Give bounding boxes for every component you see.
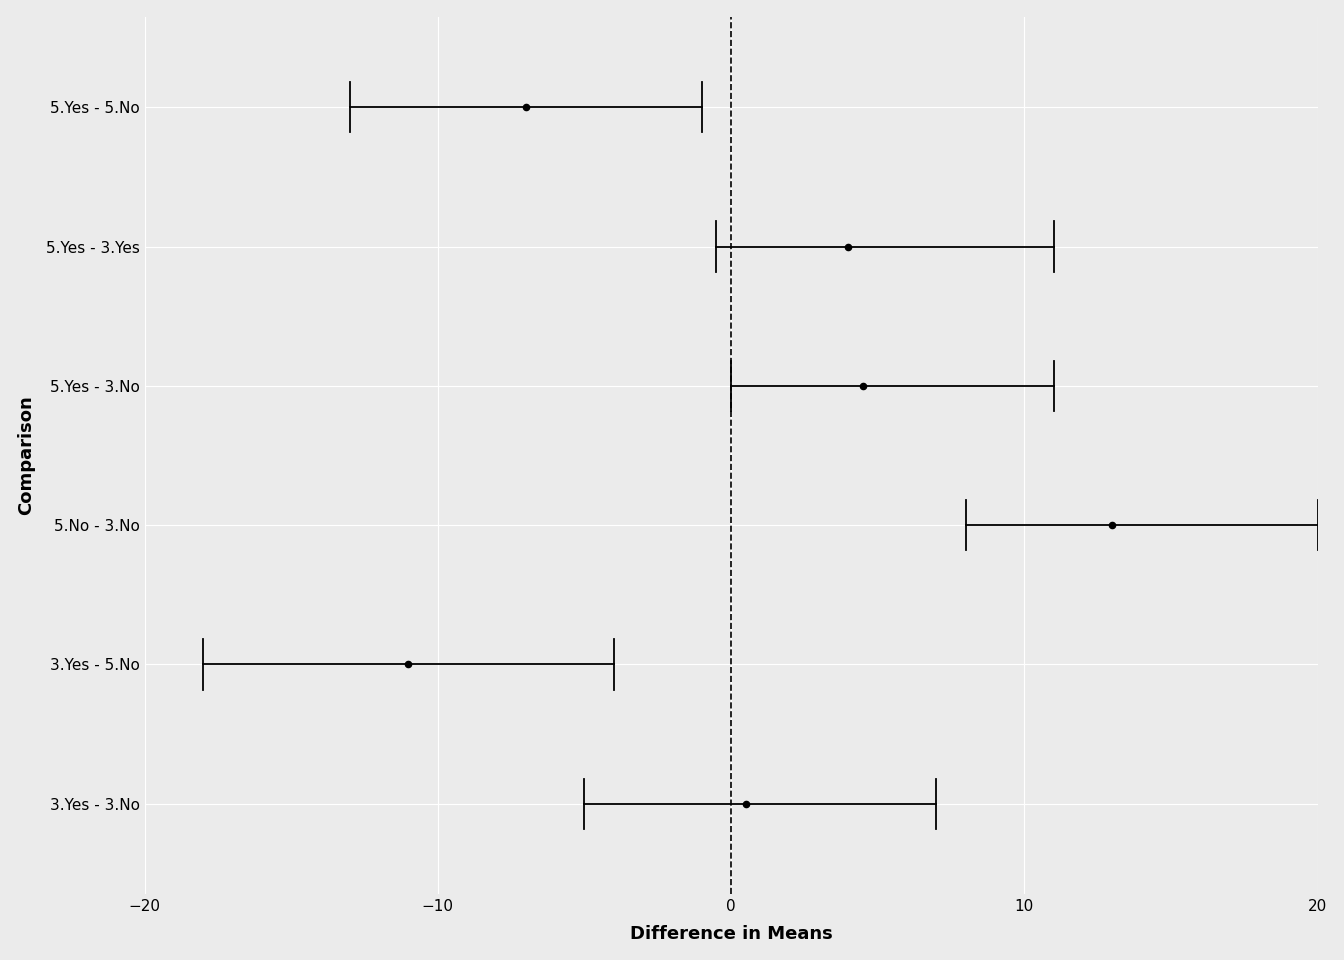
Point xyxy=(735,796,757,811)
Point xyxy=(837,239,859,254)
Y-axis label: Comparison: Comparison xyxy=(16,396,35,516)
Point xyxy=(398,657,419,672)
Point xyxy=(852,378,874,394)
Point xyxy=(1102,517,1124,533)
Point xyxy=(515,100,536,115)
X-axis label: Difference in Means: Difference in Means xyxy=(630,925,832,944)
